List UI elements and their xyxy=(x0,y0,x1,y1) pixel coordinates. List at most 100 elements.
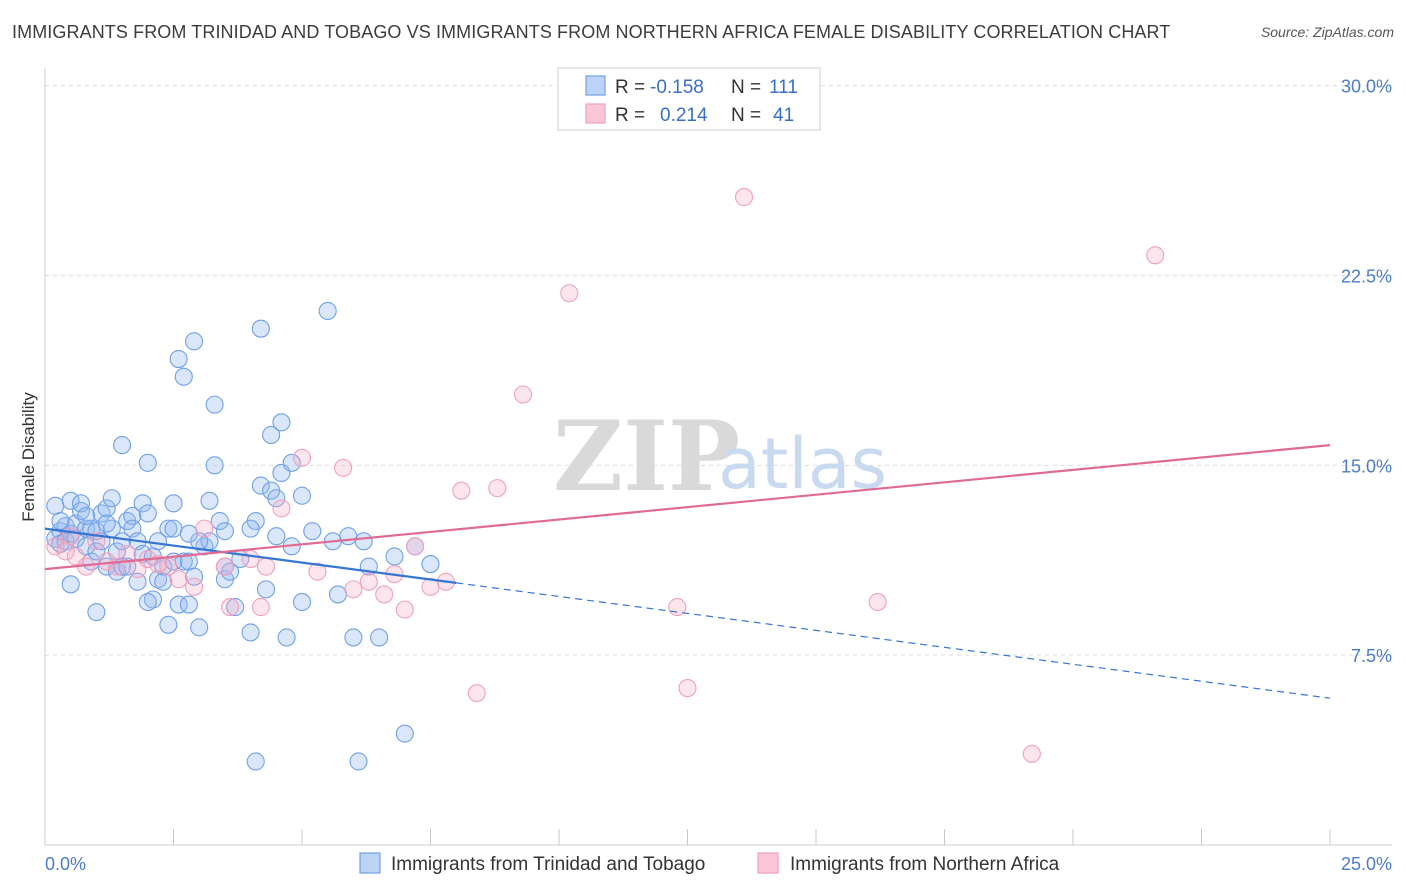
point-s0-60 xyxy=(205,395,224,414)
trend-line-trinidad-solid xyxy=(44,527,457,584)
point-s1-30 xyxy=(406,537,425,556)
point-s0-37 xyxy=(138,504,157,523)
point-s1-26 xyxy=(359,572,378,591)
point-s1-11 xyxy=(149,555,168,574)
point-s0-100 xyxy=(164,519,183,538)
point-s0-49 xyxy=(169,595,188,614)
point-s1-17 xyxy=(220,598,240,617)
point-s0-106 xyxy=(354,532,373,551)
point-s0-87 xyxy=(339,527,358,546)
legend-r-value-0: -0.158 xyxy=(650,77,704,98)
point-s0-48 xyxy=(169,350,188,369)
x-tick-label-max: 25.0% xyxy=(1341,854,1392,874)
point-s1-25 xyxy=(344,580,363,599)
point-s0-104 xyxy=(267,527,286,546)
point-s0-58 xyxy=(200,491,219,510)
point-s1-34 xyxy=(467,684,486,703)
point-s0-99 xyxy=(138,592,157,612)
point-s0-93 xyxy=(395,724,414,743)
point-s1-24 xyxy=(334,458,353,477)
point-s0-89 xyxy=(349,752,368,771)
x-tick-labels: 0.0% 25.0% xyxy=(45,854,1392,874)
point-s0-55 xyxy=(185,567,204,586)
point-s0-54 xyxy=(185,332,204,351)
legend-n-label-1: N = xyxy=(731,105,761,126)
point-s1-33 xyxy=(452,481,471,500)
point-s0-108 xyxy=(77,506,96,526)
point-s0-50 xyxy=(174,367,193,386)
chart-title: IMMIGRANTS FROM TRINIDAD AND TOBAGO VS I… xyxy=(12,22,1171,42)
legend-swatch-pink xyxy=(585,103,606,124)
trend-lines xyxy=(44,444,1331,699)
point-s0-103 xyxy=(241,519,260,538)
point-s1-40 xyxy=(734,188,754,207)
point-s1-20 xyxy=(256,557,276,576)
point-s1-29 xyxy=(395,600,414,619)
watermark-atlas: atlas xyxy=(718,423,887,505)
point-s0-26 xyxy=(113,436,132,455)
trend-line-northern-africa xyxy=(44,444,1331,571)
series-northern-africa-points xyxy=(46,188,1165,763)
y-tick-label-2: 22.5% xyxy=(1341,267,1392,287)
point-s0-68 xyxy=(241,623,260,642)
point-s0-70 xyxy=(246,752,265,771)
point-s1-37 xyxy=(560,284,579,303)
point-s0-45 xyxy=(159,615,178,634)
gridlines xyxy=(45,85,1392,656)
legend: R = -0.158 N = 111 R = 0.214 N = 41 xyxy=(557,67,821,131)
point-s0-61 xyxy=(205,456,224,475)
point-s1-14 xyxy=(185,577,204,596)
legend-n-value-0: 111 xyxy=(769,77,798,98)
y-axis-label: Female Disability xyxy=(19,392,38,522)
point-s0-110 xyxy=(179,524,198,543)
legend-r-label-1: R = xyxy=(615,105,645,126)
point-s0-72 xyxy=(251,319,270,338)
point-s1-35 xyxy=(488,479,507,498)
bottom-legend-swatch-blue xyxy=(359,852,381,874)
legend-n-value-1: 41 xyxy=(773,105,794,126)
y-tick-label-1: 15.0% xyxy=(1341,456,1392,476)
point-s0-86 xyxy=(328,585,348,604)
point-s1-23 xyxy=(308,562,327,581)
point-s1-39 xyxy=(678,679,697,698)
bottom-legend-label-northern-africa: Immigrants from Northern Africa xyxy=(790,854,1060,875)
point-s0-43 xyxy=(154,572,173,591)
point-s0-39 xyxy=(143,590,162,609)
point-s0-82 xyxy=(292,486,312,505)
point-s0-53 xyxy=(179,595,198,614)
point-s1-21 xyxy=(272,499,291,518)
watermark: ZIP atlas xyxy=(553,400,887,513)
point-s1-27 xyxy=(375,585,394,604)
point-s0-44 xyxy=(159,519,178,538)
y-tick-label-0: 7.5% xyxy=(1351,646,1392,666)
watermark-zip: ZIP xyxy=(553,400,740,513)
point-s0-95 xyxy=(421,555,440,574)
point-s1-8 xyxy=(118,544,137,563)
point-s0-30 xyxy=(123,506,142,526)
point-s0-56 xyxy=(190,618,209,637)
point-s0-76 xyxy=(267,489,286,508)
x-ticks xyxy=(44,829,1331,845)
bottom-legend: Immigrants from Trinidad and Tobago Immi… xyxy=(359,852,1060,875)
chart-source: Source: ZipAtlas.com xyxy=(1260,24,1394,40)
point-s0-63 xyxy=(215,522,234,541)
point-s0-62 xyxy=(210,511,229,531)
bottom-legend-swatch-pink xyxy=(757,852,779,874)
point-s0-20 xyxy=(97,499,116,518)
point-s0-105 xyxy=(303,522,322,541)
point-s0-23 xyxy=(102,489,121,508)
axes xyxy=(44,68,1392,846)
bottom-legend-label-trinidad: Immigrants from Trinidad and Tobago xyxy=(391,854,705,875)
point-s1-41 xyxy=(868,592,887,612)
point-s0-1 xyxy=(46,496,65,515)
point-s1-36 xyxy=(513,385,533,404)
point-s0-71 xyxy=(251,476,270,495)
point-s0-97 xyxy=(87,603,106,622)
y-tick-labels: 7.5% 15.0% 22.5% 30.0% xyxy=(1341,77,1392,666)
series-trinidad-points xyxy=(46,301,440,771)
point-s0-84 xyxy=(318,301,337,321)
legend-r-label-0: R = xyxy=(615,77,645,98)
point-s0-73 xyxy=(256,580,276,599)
point-s0-65 xyxy=(220,562,240,581)
point-s0-40 xyxy=(149,532,168,551)
